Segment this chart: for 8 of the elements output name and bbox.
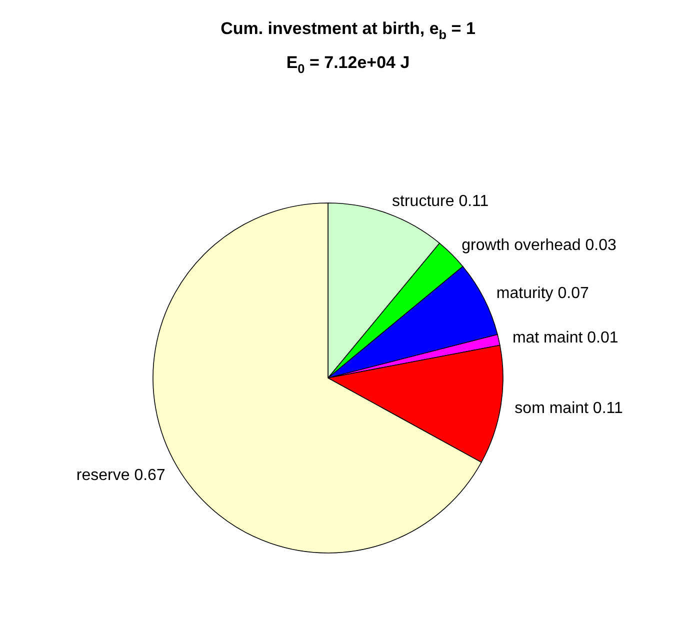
slice-label: som maint 0.11 <box>514 400 623 418</box>
slice-label: maturity 0.07 <box>496 284 589 302</box>
slice-label: structure 0.11 <box>392 192 489 210</box>
chart-title: Cum. investment at birth, e$_{b}$ = 1 <box>220 19 476 42</box>
slice-label: growth overhead 0.03 <box>462 236 617 254</box>
slice-label: reserve 0.67 <box>76 466 166 484</box>
chart-subtitle: E$_{0}$ = 7.12e+04 J <box>286 53 410 76</box>
slice-label: mat maint 0.01 <box>512 329 618 346</box>
